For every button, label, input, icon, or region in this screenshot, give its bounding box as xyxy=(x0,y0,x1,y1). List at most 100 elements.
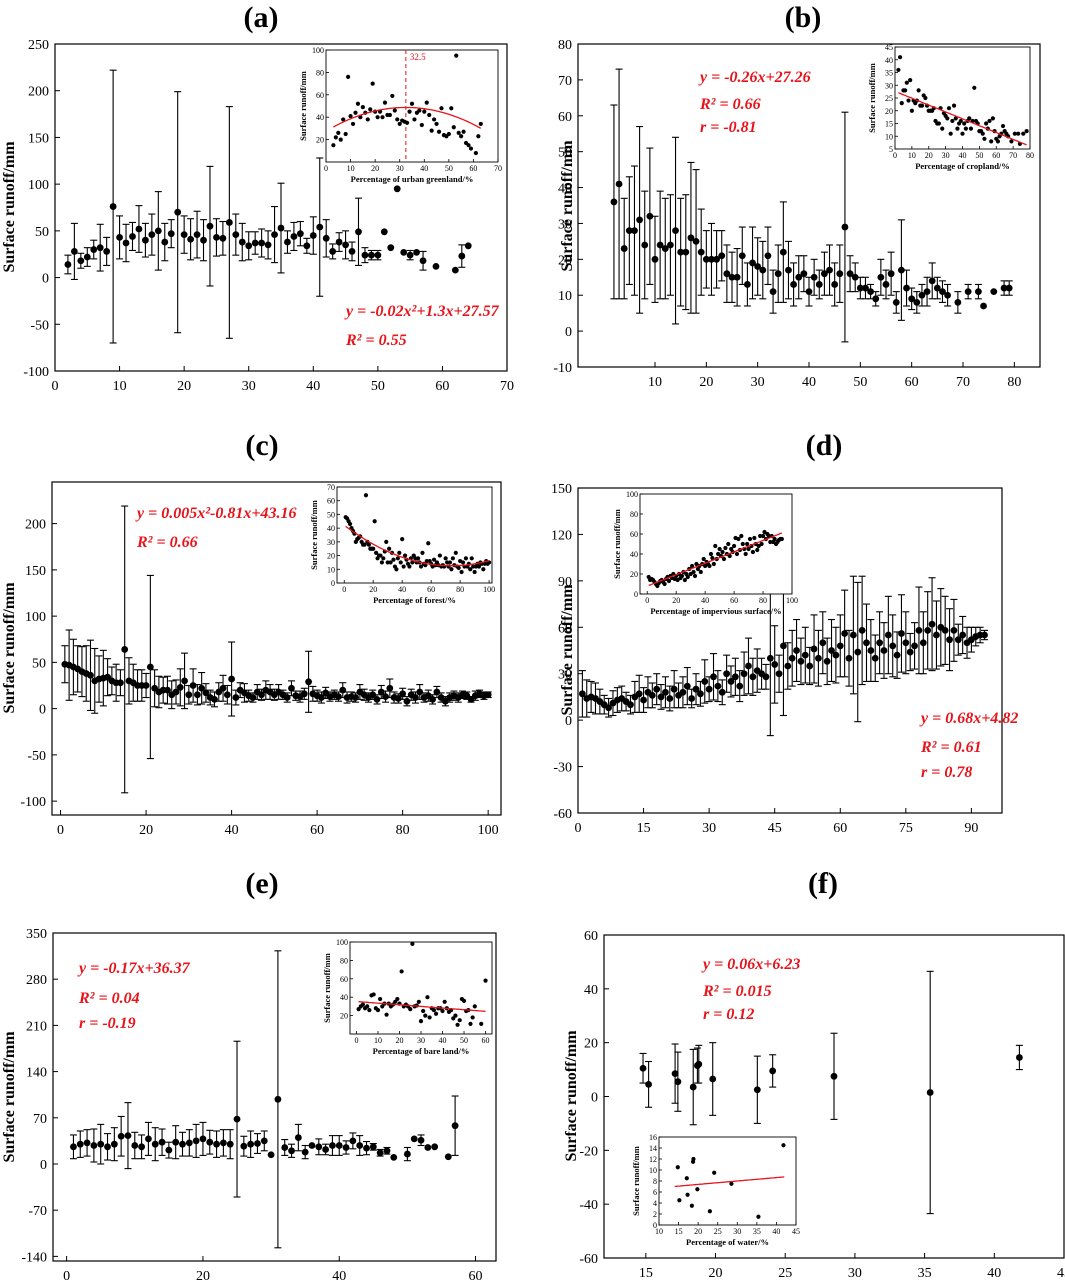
inset-data-point xyxy=(371,992,376,997)
data-point xyxy=(176,683,184,691)
inset-data-point xyxy=(1021,131,1026,136)
data-point xyxy=(117,1132,125,1140)
data-point xyxy=(805,288,813,296)
data-point xyxy=(187,235,195,243)
inset-data-point xyxy=(347,521,353,527)
data-point xyxy=(83,253,91,261)
inset-data-point xyxy=(948,131,953,136)
data-point xyxy=(267,1151,275,1159)
data-point xyxy=(193,231,201,238)
inset-data-point xyxy=(434,121,439,127)
inset-data-point xyxy=(397,121,402,127)
equation-text-d: y = 0.68x+4.82 xyxy=(919,710,1018,727)
inset-data-point xyxy=(470,1015,475,1020)
data-point xyxy=(245,242,253,250)
inset-y-tick-label: 6 xyxy=(653,1188,657,1197)
y-tick-label: 80 xyxy=(558,38,572,53)
inset-y-axis-label-e: Surface runoff/mm xyxy=(322,953,332,1023)
data-point xyxy=(103,248,111,255)
x-tick-label: 30 xyxy=(848,1266,862,1281)
data-point xyxy=(174,208,182,216)
data-point xyxy=(233,1115,241,1123)
data-point xyxy=(64,261,72,268)
data-points-d xyxy=(578,575,989,737)
data-point xyxy=(709,1075,717,1083)
inset-data-point xyxy=(916,88,921,93)
inset-chart-f: 10 15 20 25 30 35 40 45 0 2 4 6 8 10 12 14 16 Percentage … xyxy=(631,1133,800,1247)
x-tick-label: 45 xyxy=(768,821,782,836)
inset-data-point xyxy=(989,139,994,144)
data-point xyxy=(775,670,783,678)
data-point xyxy=(831,281,839,288)
inset-x-tick-label: 20 xyxy=(694,1227,702,1236)
inset-data-point xyxy=(955,126,960,131)
y-tick-label: 0 xyxy=(40,1158,47,1173)
data-point xyxy=(919,639,927,647)
x-tick-label: 15 xyxy=(639,1266,653,1281)
x-tick-label: 70 xyxy=(500,379,514,394)
inset-data-point xyxy=(984,121,989,126)
data-points-e xyxy=(69,950,459,1249)
inset-data-point xyxy=(404,120,410,125)
inset-data-point xyxy=(451,125,456,130)
inset-data-point xyxy=(666,578,672,584)
data-point xyxy=(117,679,124,687)
data-point xyxy=(172,1138,180,1146)
y-axis-label-f: Surface runoff/mm xyxy=(563,1030,580,1162)
equation-text-f: R² = 0.015 xyxy=(702,983,772,1000)
data-points-b xyxy=(610,68,1013,343)
data-point xyxy=(316,223,324,231)
inset-frame xyxy=(658,1136,797,1226)
data-point xyxy=(928,277,936,285)
data-point xyxy=(329,248,337,255)
inset-x-tick-label: 30 xyxy=(942,151,950,160)
inset-x-tick-label: 60 xyxy=(469,164,477,173)
y-tick-label: 200 xyxy=(25,518,46,533)
inset-x-tick-label: 60 xyxy=(482,1036,490,1045)
inset-data-point xyxy=(768,539,773,545)
data-point xyxy=(206,1138,214,1146)
inset-y-axis-label-a: Surface runoff/mm xyxy=(298,71,308,141)
data-point xyxy=(641,241,649,249)
data-point xyxy=(836,642,844,650)
data-point xyxy=(122,239,130,247)
data-point xyxy=(277,224,285,232)
data-point xyxy=(769,288,777,296)
data-point xyxy=(251,239,259,247)
inset-data-point xyxy=(333,135,338,140)
inset-data-point xyxy=(360,1002,366,1007)
data-point xyxy=(406,251,414,259)
data-point xyxy=(738,252,746,260)
data-point xyxy=(871,654,879,662)
data-point xyxy=(342,241,349,249)
chart-panel-d: (d)Surface runoff/mm0 15 30 45 60 75 90-60-300… xyxy=(551,429,1018,836)
inset-data-point xyxy=(365,1004,370,1009)
x-tick-label: 80 xyxy=(1007,375,1021,390)
data-point xyxy=(238,238,246,246)
data-point xyxy=(390,1153,398,1161)
inset-data-point xyxy=(721,556,727,562)
data-point xyxy=(399,690,407,698)
inset-data-point xyxy=(923,95,928,101)
inset-data-point xyxy=(755,547,760,553)
inset-frame xyxy=(325,49,499,163)
inset-data-point xyxy=(365,117,370,122)
data-point xyxy=(702,255,710,263)
reference-line-label: 32.5 xyxy=(410,52,426,62)
inset-data-point xyxy=(382,100,388,105)
y-tick-label: 0 xyxy=(565,325,572,340)
data-point xyxy=(213,1140,220,1148)
panel-label-c: (c) xyxy=(245,429,278,462)
data-point xyxy=(714,682,722,690)
y-tick-label: 50 xyxy=(35,225,49,240)
data-point xyxy=(247,1140,255,1148)
data-point xyxy=(394,695,402,702)
y-tick-label: -30 xyxy=(553,761,572,776)
data-point xyxy=(801,651,809,659)
inset-data-point xyxy=(707,1209,712,1214)
data-point xyxy=(305,678,312,686)
inset-y-tick-label: 30 xyxy=(327,538,335,547)
x-tick-label: 60 xyxy=(833,821,847,836)
inset-data-point xyxy=(423,1013,428,1018)
inset-x-tick-label: 70 xyxy=(1009,151,1017,160)
